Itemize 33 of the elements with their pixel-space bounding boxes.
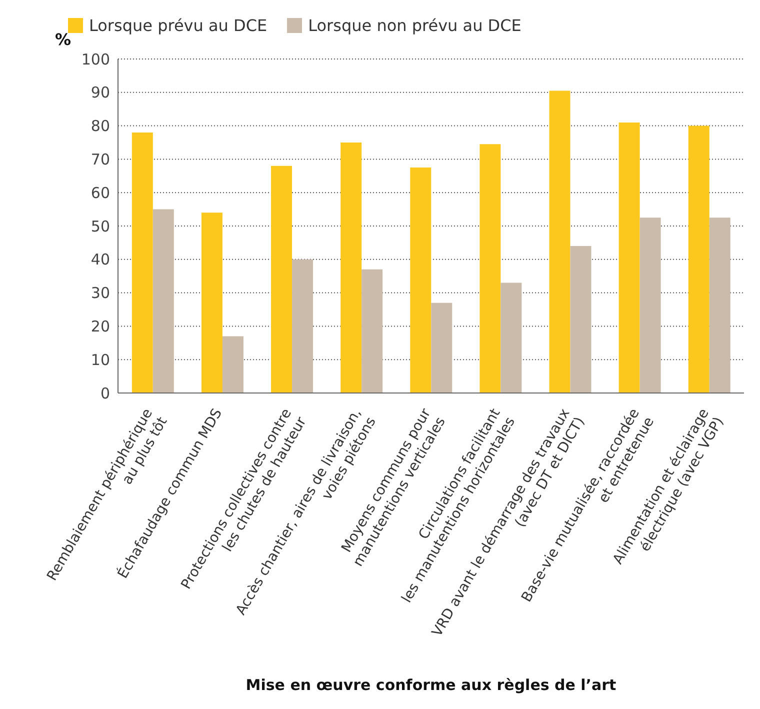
bar xyxy=(480,144,501,393)
bar xyxy=(222,336,244,393)
y-tick-label: 60 xyxy=(90,184,110,202)
bar xyxy=(688,126,710,393)
x-axis-title: Mise en œuvre conforme aux règles de l’art xyxy=(246,676,616,694)
y-tick-label: 0 xyxy=(100,384,110,402)
y-axis-title: % xyxy=(54,30,72,49)
bar xyxy=(410,168,432,393)
bar xyxy=(201,212,222,393)
y-tick-label: 70 xyxy=(90,150,110,169)
bar xyxy=(570,246,592,393)
bar xyxy=(431,302,452,393)
y-tick-label: 100 xyxy=(81,50,110,68)
y-tick-label: 30 xyxy=(90,284,110,302)
y-tick-label: 20 xyxy=(90,318,110,336)
y-tick-label: 10 xyxy=(90,350,110,369)
bar xyxy=(152,209,174,393)
bar xyxy=(549,90,570,393)
y-tick-label: 90 xyxy=(90,84,110,102)
bar xyxy=(640,218,661,393)
bar xyxy=(340,142,362,393)
bar xyxy=(500,282,522,393)
legend-label: Lorsque non prévu au DCE xyxy=(308,16,522,35)
bar xyxy=(709,218,730,393)
y-tick-label: 80 xyxy=(90,117,110,136)
y-tick-label: 40 xyxy=(90,250,110,269)
bar xyxy=(271,166,292,393)
y-tick-label: 50 xyxy=(90,217,110,236)
bar xyxy=(132,132,153,393)
bar xyxy=(618,122,640,393)
bar xyxy=(292,259,314,393)
bar xyxy=(362,269,383,393)
legend-label: Lorsque prévu au DCE xyxy=(89,16,268,35)
